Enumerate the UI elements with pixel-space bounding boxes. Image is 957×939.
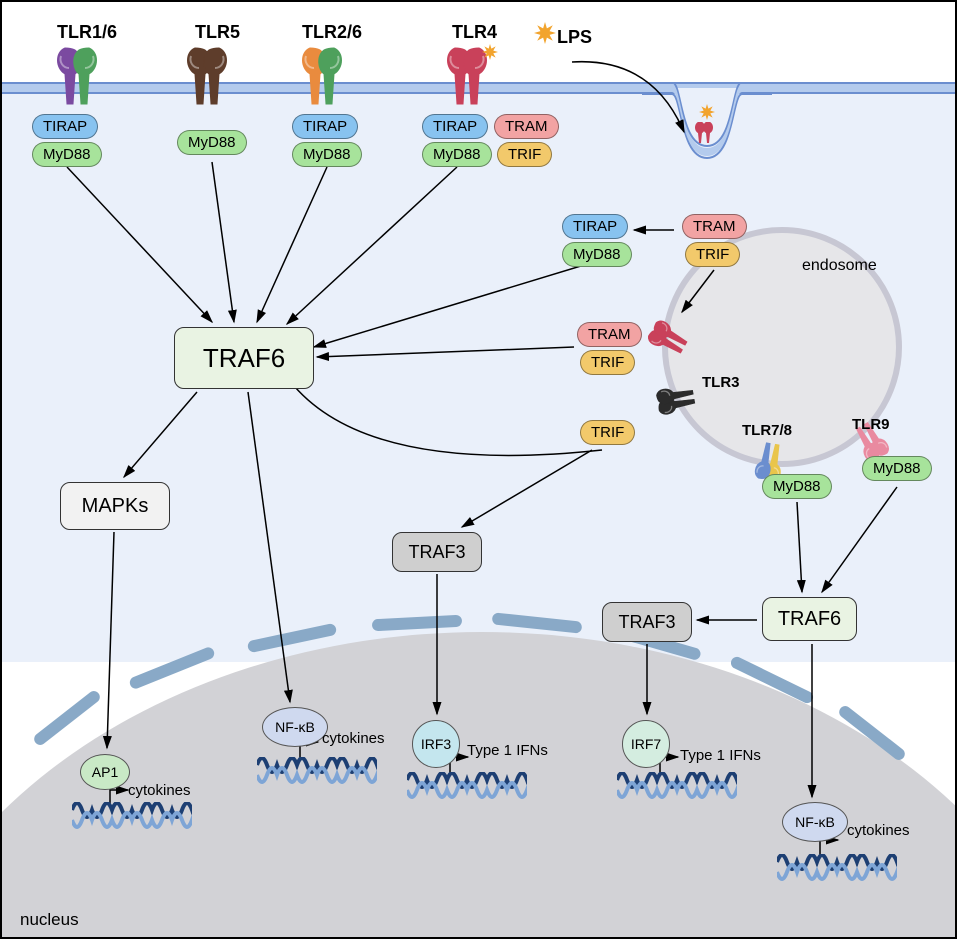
adapter-myd88: MyD88 [862,456,932,481]
adapter-myd88: MyD88 [292,142,362,167]
text-label: TLR1/6 [57,22,117,43]
nuclear-pore-segment [32,689,102,748]
text-label: LPS [557,27,592,48]
node-traf6-b: TRAF6 [762,597,857,641]
node-traf3-b: TRAF3 [602,602,692,642]
output-label: cytokines [128,782,191,799]
tf-irf3: IRF3 [412,720,460,768]
adapter-myd88: MyD88 [562,242,632,267]
tf-ap1: AP1 [80,754,130,790]
tf-nfkb-b: NF-κB [782,802,848,842]
adapter-trif: TRIF [497,142,552,167]
text-label: TLR4 [452,22,497,43]
text-label: TLR5 [195,22,240,43]
adapter-myd88: MyD88 [32,142,102,167]
text-label: TLR2/6 [302,22,362,43]
text-label: TLR9 [852,416,890,433]
tf-irf7: IRF7 [622,720,670,768]
receptor-icon [49,42,105,117]
lps-icon [532,20,558,51]
dna-icon [407,772,527,805]
node-traf6-main: TRAF6 [174,327,314,389]
receptor-icon [294,42,350,117]
adapter-tirap: TIRAP [292,114,358,139]
adapter-myd88: MyD88 [177,130,247,155]
adapter-tirap: TIRAP [32,114,98,139]
adapter-trif: TRIF [580,420,635,445]
receptor-icon [179,42,235,117]
text-label: nucleus [20,910,79,930]
membrane-invagination [642,82,772,202]
dna-icon [617,772,737,805]
adapter-tram: TRAM [577,322,642,347]
dna-icon [72,802,192,835]
lps-icon [480,42,500,67]
adapter-tirap: TIRAP [422,114,488,139]
output-label: Type 1 IFNs [467,742,548,759]
text-label: TLR7/8 [742,422,792,439]
output-label: Type 1 IFNs [680,747,761,764]
adapter-myd88: MyD88 [422,142,492,167]
node-mapks: MAPKs [60,482,170,530]
adapter-tram: TRAM [494,114,559,139]
dna-icon [777,854,897,887]
adapter-trif: TRIF [580,350,635,375]
text-label: endosome [802,257,877,275]
diagram-canvas: endosome nucleus TLR1/6 TLR5 TLR2/6 TLR4 LPS [0,0,957,939]
dna-icon [257,757,377,790]
adapter-tirap: TIRAP [562,214,628,239]
tf-nfkb-a: NF-κB [262,707,328,747]
adapter-myd88: MyD88 [762,474,832,499]
node-traf3-a: TRAF3 [392,532,482,572]
output-label: cytokines [322,730,385,747]
text-label: TLR3 [702,374,740,391]
output-label: cytokines [847,822,910,839]
adapter-tram: TRAM [682,214,747,239]
adapter-trif: TRIF [685,242,740,267]
